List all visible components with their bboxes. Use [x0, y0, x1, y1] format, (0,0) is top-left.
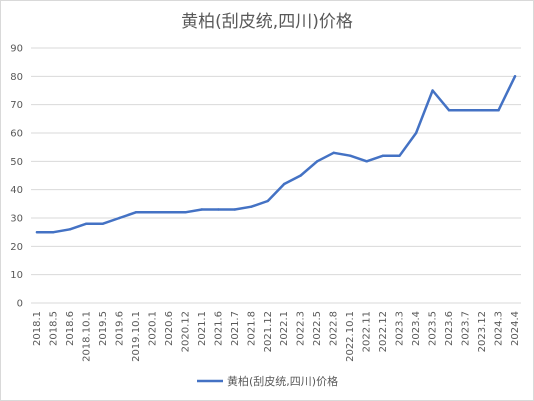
x-tick-label: 2020.1: [147, 311, 158, 346]
data-point: [464, 109, 467, 112]
x-tick-label: 2019.10.1: [131, 311, 142, 362]
data-point: [134, 211, 138, 214]
x-tick-label: 2023.7: [461, 311, 472, 346]
x-tick-label: 2018.6: [65, 311, 76, 346]
y-tick-label: 80: [10, 72, 23, 83]
data-point: [68, 228, 72, 231]
x-tick-label: 2022.3: [296, 311, 307, 346]
legend-label: 黄柏(刮皮统,四川)价格: [227, 374, 338, 388]
data-point: [266, 199, 269, 203]
data-point: [431, 89, 434, 92]
data-point: [316, 160, 319, 163]
data-point: [167, 211, 171, 214]
x-tick-label: 2023.4: [411, 311, 422, 346]
data-point: [447, 109, 451, 112]
data-point: [250, 205, 253, 208]
x-tick-label: 2021.7: [230, 311, 241, 346]
x-tick-label: 2018.5: [48, 311, 59, 346]
x-tick-label: 2019.6: [114, 311, 125, 346]
y-tick-label: 30: [10, 214, 23, 225]
data-point: [332, 151, 335, 155]
data-point: [35, 230, 39, 234]
x-tick-label: 2018.10.1: [81, 311, 92, 362]
data-point: [299, 174, 302, 177]
data-point: [381, 154, 385, 157]
x-tick-label: 2023.3: [395, 311, 406, 346]
y-tick-label: 50: [10, 157, 23, 168]
data-point: [398, 154, 401, 157]
x-tick-label: 2023.5: [428, 311, 439, 346]
data-point: [118, 216, 121, 220]
x-tick-label: 2022.5: [312, 311, 323, 346]
data-point: [217, 208, 220, 211]
x-tick-label: 2023.6: [444, 311, 455, 346]
data-point: [85, 222, 88, 225]
y-tick-label: 10: [10, 270, 23, 281]
data-point: [101, 222, 105, 225]
data-point: [348, 154, 352, 157]
x-tick-label: 2022.10.1: [345, 311, 356, 362]
x-tick-label: 2021.6: [213, 311, 224, 346]
data-point: [151, 211, 154, 214]
x-tick-label: 2021.12: [263, 311, 274, 352]
x-tick-label: 2022.1: [279, 311, 290, 346]
data-point: [365, 160, 368, 163]
series-line: [35, 75, 517, 234]
chart-title: 黄柏(刮皮统,四川)价格: [181, 12, 353, 32]
x-tick-label: 2018.1: [32, 311, 43, 346]
data-point: [200, 208, 204, 211]
x-tick-label: 2022.12: [378, 311, 389, 352]
data-point: [233, 208, 236, 211]
x-tick-label: 2021.8: [246, 311, 257, 346]
data-point: [513, 75, 517, 78]
y-tick-label: 90: [10, 44, 23, 55]
x-tick-label: 2024.3: [494, 311, 505, 346]
x-tick-label: 2020.12: [180, 311, 191, 352]
y-tick-label: 20: [10, 242, 23, 253]
x-tick-label: 2021.1: [197, 311, 208, 346]
y-tick-label: 60: [10, 129, 23, 140]
x-tick-label: 2024.4: [510, 311, 521, 346]
data-point: [283, 182, 286, 186]
x-tick-label: 2020.6: [164, 311, 175, 346]
data-point: [414, 131, 418, 135]
data-point: [480, 109, 484, 112]
y-tick-label: 70: [10, 100, 23, 111]
x-tick-label: 2022.8: [329, 311, 340, 346]
x-tick-label: 2022.11: [362, 311, 373, 352]
data-point: [497, 109, 500, 112]
y-tick-label: 0: [17, 299, 23, 310]
x-tick-label: 2023.12: [477, 311, 488, 352]
x-tick-label: 2019.5: [98, 311, 109, 346]
data-point: [184, 211, 187, 214]
y-tick-label: 40: [10, 185, 23, 196]
data-point: [52, 230, 55, 234]
